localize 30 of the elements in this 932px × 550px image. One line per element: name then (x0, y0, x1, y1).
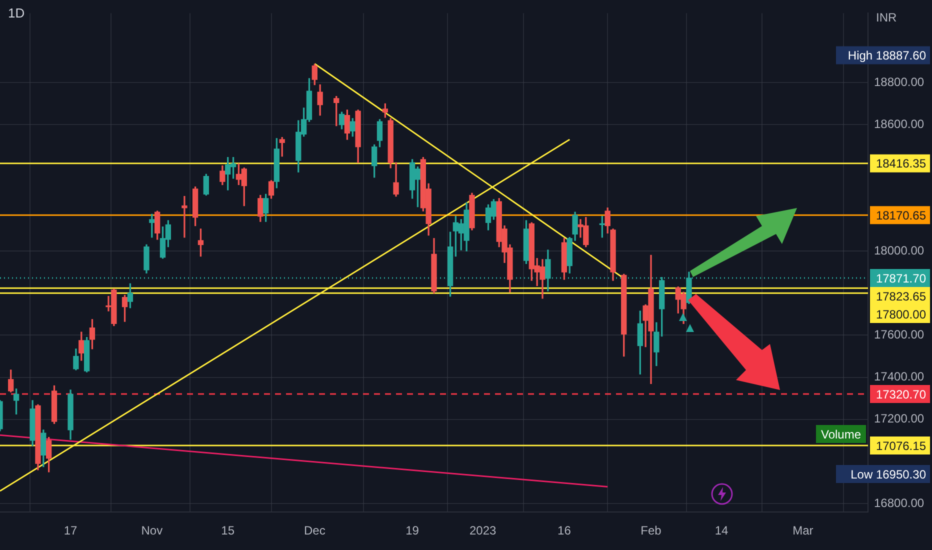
y-tick-label: 17600.00 (874, 328, 924, 342)
x-tick-label: 14 (714, 524, 729, 538)
chart-title: 1D (8, 6, 25, 21)
annotation: Volume (820, 427, 862, 442)
ref-line-label: 17871.70 (876, 271, 926, 286)
ref-line-label: 17823.65 (876, 289, 926, 304)
x-tick-label: 16 (558, 524, 572, 538)
x-tick-label: 15 (221, 524, 235, 538)
y-tick-label: 16800.00 (874, 496, 924, 510)
x-tick-label: Nov (141, 524, 163, 538)
x-tick-label: Feb (640, 524, 662, 538)
y-tick-label: 17400.00 (874, 370, 924, 384)
x-tick-label: 17 (64, 524, 78, 538)
y-tick-label: 18600.00 (874, 117, 924, 132)
y-tick-label: 18800.00 (874, 74, 924, 89)
y-tick-label: 18000.00 (874, 243, 924, 258)
y-axis-title: INR (876, 10, 897, 24)
ref-line-label: 18416.35 (876, 156, 926, 171)
ref-line-label: 18170.65 (876, 208, 926, 222)
x-tick-label: 19 (406, 524, 420, 538)
ref-line-label: 17076.15 (876, 438, 926, 453)
y-tick-label: 17200.00 (874, 412, 924, 426)
candlestick (182, 196, 188, 238)
x-tick-label: 2023 (469, 524, 496, 538)
annotation: High 18887.60 (848, 48, 926, 63)
ref-line-label: 17320.70 (876, 387, 926, 402)
legend-label: 17800.00 (876, 307, 926, 322)
x-tick-label: Dec (304, 524, 326, 538)
annotation: Low 16950.30 (850, 467, 926, 482)
x-tick-label: Mar (792, 524, 814, 538)
